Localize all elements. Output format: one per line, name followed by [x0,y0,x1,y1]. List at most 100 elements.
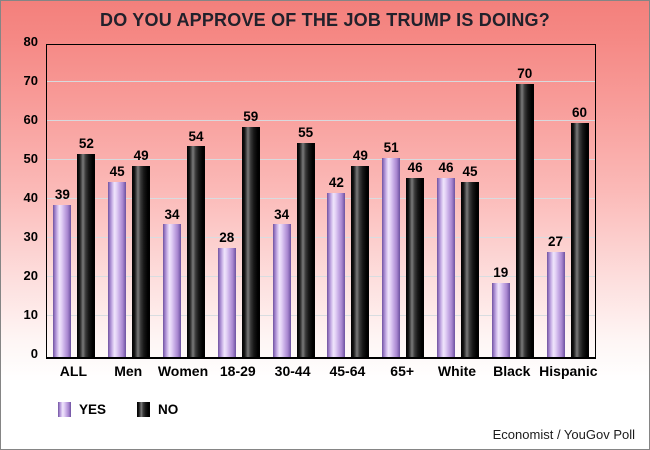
bar-no-65-: 46 [406,46,425,357]
bar-value-label: 49 [133,148,149,164]
bar-no-all: 52 [77,46,96,357]
y-tick-label: 50 [23,151,38,166]
bar-yes-men: 45 [108,46,127,357]
bar [460,181,479,357]
bar-value-label: 51 [383,140,399,156]
bar [351,165,370,357]
legend-swatch-no [137,402,151,417]
bar [327,193,346,357]
category-label: Black [493,363,531,379]
bar-no-black: 70 [515,46,534,357]
bar [53,204,72,357]
legend: YES NO [58,402,178,417]
bar-no-18-29: 59 [241,46,260,357]
legend-item-yes: YES [58,402,106,417]
bar [382,158,401,357]
bar [186,146,205,357]
bar-yes-white: 46 [436,46,455,357]
y-tick-label: 10 [23,307,38,322]
bar-value-label: 54 [188,128,204,144]
category-label: Men [114,363,143,379]
gridline [47,159,595,160]
bar-no-white: 45 [460,46,479,357]
bar [77,154,96,357]
bar-value-label: 60 [572,105,588,121]
bar-value-label: 19 [493,265,509,281]
bar-value-label: 49 [352,148,368,164]
gridline [47,81,595,82]
bar-group-18-29: 28 59 [211,46,266,357]
bar-group-black: 19 70 [485,46,540,357]
legend-item-no: NO [137,402,178,417]
y-axis: 0 10 20 30 40 50 60 70 80 [1,35,41,360]
category-label: Women [157,363,209,379]
bar-value-label: 42 [328,175,344,191]
bar-yes-hispanic: 27 [546,46,565,357]
gridlines [47,46,595,355]
gridline [47,315,595,316]
legend-swatch-yes [58,402,71,417]
gridline [47,198,595,199]
bar [217,247,236,357]
bar [241,126,260,357]
y-tick-label: 40 [23,190,38,205]
bar-yes-18-29: 28 [217,46,236,357]
bar-value-label: 45 [109,163,125,179]
category-label: White [437,363,477,379]
legend-label: YES [79,402,107,417]
bar-value-label: 52 [78,136,94,152]
bar-group-30-44: 34 55 [266,46,321,357]
y-tick-label: 30 [23,229,38,244]
bar-value-label: 55 [298,124,314,140]
bar-yes-65-: 51 [382,46,401,357]
bar [406,177,425,357]
bar-value-label: 46 [407,159,423,175]
bar-value-label: 39 [54,187,70,203]
category-label: 18-29 [219,363,256,379]
category-label: 65+ [390,363,415,379]
x-labels: ALL Men Women 18-29 30-44 45-64 65+ White Black H… [46,363,598,379]
source-attribution: Economist / YouGov Poll [492,427,635,442]
bar-value-label: 27 [548,233,564,249]
bar-group-white: 46 45 [431,46,486,357]
gridline [47,120,595,121]
bar-groups: 39 52 45 49 34 54 28 59 34 55 42 49 51 46 46 45 19 70 27 60 [47,46,595,357]
bar-no-men: 49 [132,46,151,357]
bar-no-45-64: 49 [351,46,370,357]
bar [132,165,151,357]
bar [296,142,315,357]
bar-yes-women: 34 [162,46,181,357]
bar-yes-black: 19 [491,46,510,357]
bar-value-label: 46 [438,159,454,175]
bar-group-45-64: 42 49 [321,46,376,357]
bar-value-label: 34 [164,206,180,222]
bar [515,84,534,357]
bar-value-label: 70 [517,66,533,82]
bar-group-women: 34 54 [157,46,212,357]
gridline [47,276,595,277]
bar [546,251,565,357]
bar-yes-45-64: 42 [327,46,346,357]
bar-group-all: 39 52 [47,46,102,357]
plot-area: 39 52 45 49 34 54 28 59 34 55 42 49 51 46 46 45 19 70 27 60 [46,44,596,359]
bar-no-women: 54 [186,46,205,357]
bar-value-label: 59 [243,109,259,125]
bar-no-30-44: 55 [296,46,315,357]
y-tick-label: 0 [30,346,38,361]
bar-value-label: 34 [274,206,290,222]
bar-value-label: 45 [462,163,478,179]
bar [272,224,291,357]
bar [570,123,589,357]
bar [436,177,455,357]
gridline [47,237,595,238]
chart-title: DO YOU APPROVE OF THE JOB TRUMP IS DOING… [100,10,550,30]
bar-yes-30-44: 34 [272,46,291,357]
bar-yes-all: 39 [53,46,72,357]
bar-group-hispanic: 27 60 [540,46,595,357]
bar [162,224,181,357]
y-tick-label: 70 [23,73,38,88]
category-label: 45-64 [329,363,366,379]
y-tick-label: 60 [23,112,38,127]
legend-label: NO [158,402,179,417]
